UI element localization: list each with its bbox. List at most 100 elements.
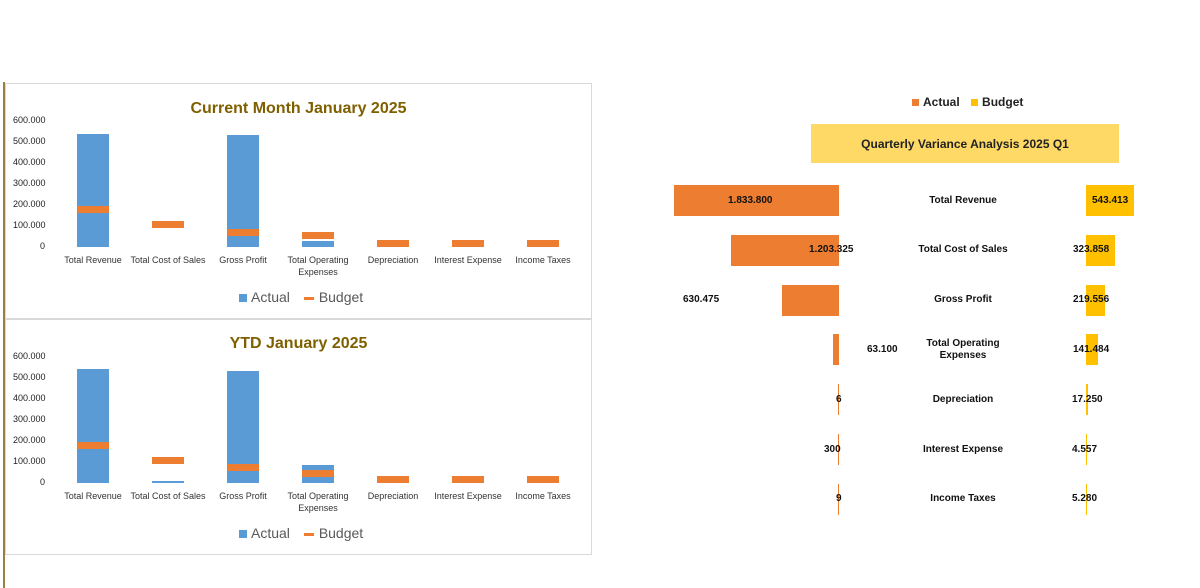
budget-marker [152,221,184,229]
legend-budget-label: Budget [982,95,1024,109]
y-tick-label: 200.000 [13,435,46,445]
actual-value-label: 9 [836,493,842,505]
actual-bar [838,384,839,416]
y-tick-label: 600.000 [13,351,46,361]
legend-actual-label: Actual [923,95,960,109]
category-label: Income Taxes [930,493,996,505]
actual-value-label: 6 [836,393,842,405]
budget-value-label: 219.556 [1073,294,1110,306]
chart-title: YTD January 2025 [229,335,368,352]
actual-bar [674,185,839,216]
x-tick-label: Income Taxes [515,491,571,501]
chart-legend: Actual Budget [239,525,363,541]
quarterly-title: Quarterly Variance Analysis 2025 Q1 [811,124,1119,163]
category-label: Total Cost of Sales [918,244,1008,256]
actual-bar [782,284,839,316]
category-label: Depreciation [932,393,994,405]
y-tick-label: 100.000 [13,220,46,230]
budget-marker [452,240,484,247]
actual-bar [838,434,839,465]
x-tick-label: Total Revenue [64,491,122,501]
category-label: Interest Expense [922,443,1004,455]
chart-title: Current Month January 2025 [190,100,407,117]
budget-bar [1086,434,1087,465]
category-label: Gross Profit [934,294,992,306]
category-label: Total Revenue [929,194,997,206]
budget-marker [377,240,409,247]
legend-budget-label: Budget [318,289,364,305]
budget-marker [302,469,334,477]
left-border-line [3,82,5,588]
budget-value-label: 17.250 [1072,393,1103,405]
x-tick-label: Gross Profit [219,255,267,265]
chart-legend: Actual Budget [239,289,363,305]
x-tick-label: Gross Profit [219,491,267,501]
budget-marker [77,205,109,213]
ytd-chart: YTD January 2025 Actual Budget 600.000 50… [5,319,592,555]
y-tick-label: 400.000 [13,157,46,167]
legend-actual-label: Actual [251,525,290,541]
actual-bar [152,481,184,483]
budget-value-label: 4.557 [1072,443,1098,455]
x-tick-label: Total Revenue [64,255,122,265]
budget-bar [1086,185,1134,216]
actual-value-label: 63.100 [867,343,898,355]
y-tick-label: 600.000 [13,115,46,125]
legend-actual-label: Actual [251,289,290,305]
y-tick-label: 300.000 [13,178,46,188]
quarterly-legend: Actual Budget [912,95,1023,109]
legend-actual-swatch [239,530,247,539]
y-tick-label: 300.000 [13,414,46,424]
x-tick-label: Interest Expense [434,491,502,501]
budget-value-label: 141.484 [1073,343,1110,355]
budget-value-label: 543.413 [1092,194,1129,206]
budget-marker [452,476,484,483]
actual-value-label: 1.203.325 [809,244,854,256]
actual-bar [77,133,109,247]
y-tick-label: 0 [40,477,46,487]
x-tick-label: Total Operating Expenses [287,255,349,277]
x-tick-label: Interest Expense [434,255,502,265]
y-tick-label: 200.000 [13,199,46,209]
budget-bar [1086,483,1087,515]
actual-value-label: 630.475 [683,294,720,306]
budget-bar [1086,284,1106,316]
actual-bar [227,371,259,483]
legend-actual-swatch [912,99,919,107]
budget-marker [527,476,559,483]
actual-bar [302,240,334,247]
legend-budget-swatch [971,99,979,107]
x-tick-label: Total Cost of Sales [130,491,206,501]
budget-value-label: 5.280 [1072,493,1098,505]
budget-marker [227,464,259,472]
budget-value-label: 323.858 [1073,244,1110,256]
y-tick-label: 100.000 [13,456,46,466]
y-tick-label: 400.000 [13,393,46,403]
budget-bar [1086,234,1115,266]
legend-actual-swatch [239,294,247,303]
budget-marker [527,240,559,247]
x-tick-label: Total Cost of Sales [130,255,206,265]
x-tick-label: Income Taxes [515,255,571,265]
budget-marker [302,231,334,239]
budget-marker [227,228,259,236]
actual-value-label: 1.833.800 [728,194,773,206]
y-tick-label: 500.000 [13,136,46,146]
category-label: Total Operating Expenses [926,337,1000,361]
budget-marker [77,441,109,449]
budget-bar [1086,334,1099,366]
legend-budget-swatch [303,296,314,300]
legend-budget-swatch [303,532,314,536]
actual-value-label: 300 [824,443,841,455]
budget-marker [152,456,184,464]
actual-bar [730,234,839,266]
budget-marker [377,476,409,483]
actual-bar [838,483,839,515]
actual-bar [833,334,839,366]
budget-bar [1086,384,1088,416]
y-tick-label: 500.000 [13,372,46,382]
y-tick-label: 0 [40,241,46,251]
x-tick-label: Total Operating Expenses [287,491,349,513]
current-month-chart: Current Month January 2025 Actual Budget… [5,83,592,319]
x-tick-label: Depreciation [367,491,419,501]
